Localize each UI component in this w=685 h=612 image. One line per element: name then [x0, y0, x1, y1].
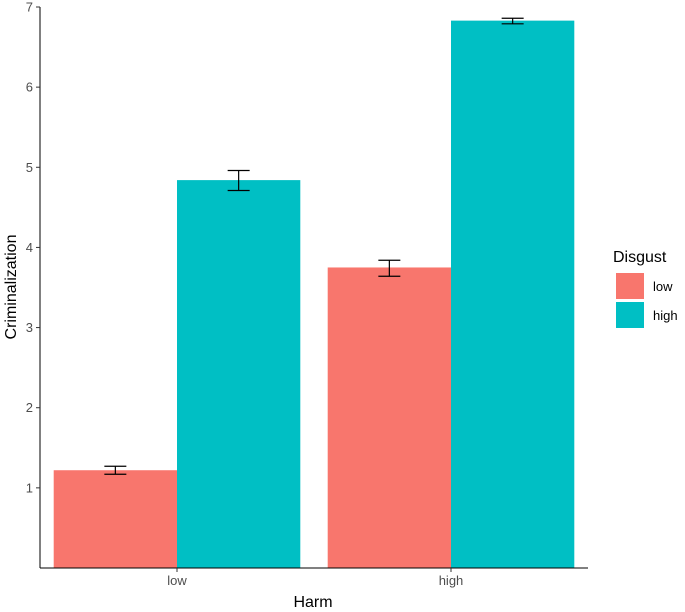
- legend-key-low: [616, 273, 644, 299]
- y-tick-label-7: 7: [26, 0, 33, 15]
- x-tick-label-high: high: [439, 573, 464, 588]
- error-bar-low-high: [227, 169, 250, 192]
- legend: Disgust low high: [613, 249, 678, 328]
- y-tick-label-1: 1: [26, 480, 33, 495]
- plot-area: [53, 17, 575, 569]
- legend-label-low: low: [653, 279, 673, 294]
- bar-high-high: [451, 20, 575, 569]
- y-tick-label-6: 6: [26, 80, 33, 95]
- legend-title: Disgust: [613, 249, 667, 266]
- bar-low-high: [177, 180, 301, 568]
- y-tick-label-5: 5: [26, 160, 33, 175]
- error-bar-high-high: [501, 17, 524, 25]
- y-axis-title: Criminalization: [3, 235, 20, 340]
- y-tick-label-3: 3: [26, 320, 33, 335]
- bar-low-low: [53, 470, 178, 568]
- y-tick-label-2: 2: [26, 400, 33, 415]
- x-axis-title: Harm: [293, 594, 332, 611]
- legend-label-high: high: [653, 308, 678, 323]
- y-tick-label-4: 4: [26, 240, 33, 255]
- x-axis: low high: [40, 567, 588, 588]
- legend-key-high: [616, 302, 644, 328]
- error-bar-low-low: [104, 465, 127, 475]
- error-bar-high-low: [378, 259, 401, 277]
- bar-high-low: [327, 267, 451, 568]
- y-axis: 1 2 3 4 5 6 7: [26, 0, 41, 568]
- x-tick-label-low: low: [167, 573, 187, 588]
